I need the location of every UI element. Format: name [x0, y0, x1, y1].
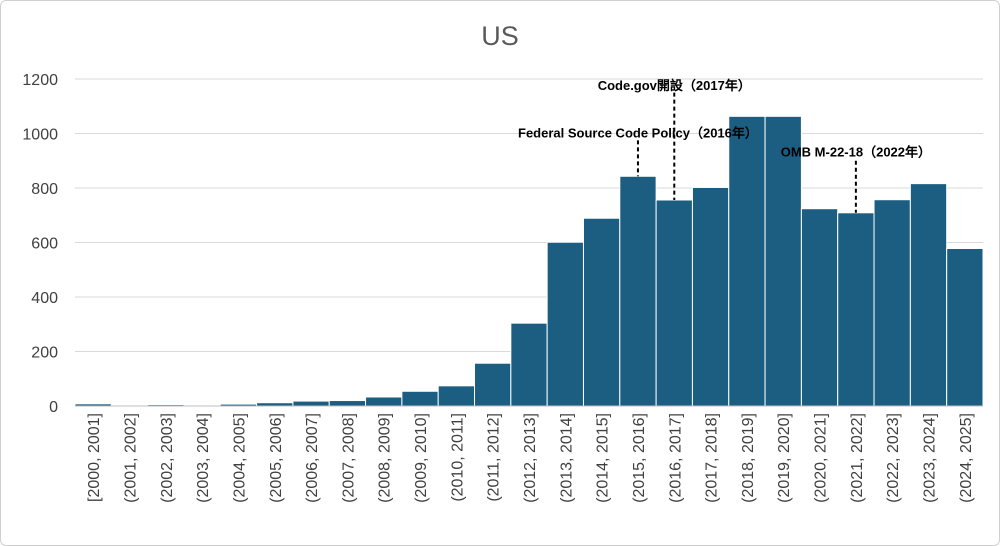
- bar: [582, 217, 621, 407]
- x-tick-label: (2021, 2022]: [849, 413, 866, 503]
- bars: [74, 115, 984, 407]
- x-tick-label: (2014, 2015]: [595, 413, 612, 503]
- x-tick-label: (2024, 2025]: [958, 413, 975, 503]
- x-tick-label: (2017, 2018]: [704, 413, 721, 503]
- annotations: Federal Source Code Policy（2016年） Code.go…: [518, 78, 931, 213]
- y-tick-label: 0: [49, 399, 58, 416]
- y-tick-label: 1000: [22, 127, 58, 144]
- x-tick-label: (2009, 2010]: [413, 413, 430, 503]
- bar: [401, 390, 439, 407]
- x-tick-label: (2022, 2023]: [885, 413, 902, 503]
- x-tick-label: (2010, 2011]: [449, 413, 466, 502]
- bar: [873, 199, 911, 407]
- bar: [474, 362, 512, 407]
- annotation-label: Federal Source Code Policy（2016年）: [518, 126, 758, 141]
- bar: [292, 400, 330, 407]
- y-tick-label: 800: [31, 181, 58, 198]
- x-tick-label: (2015, 2016]: [631, 413, 648, 503]
- chart-title: US: [481, 21, 519, 51]
- bar: [691, 186, 730, 407]
- x-tick-label: (2023, 2024]: [922, 413, 939, 503]
- x-tick-label: [2000, 2001]: [86, 413, 103, 502]
- bar: [764, 115, 802, 407]
- bar: [365, 396, 403, 407]
- x-tick-label: (2018, 2019]: [740, 413, 757, 503]
- x-tick-label: (2005, 2006]: [268, 413, 285, 503]
- x-tick-label: (2007, 2008]: [340, 413, 357, 503]
- x-tick-label: (2020, 2021]: [813, 413, 830, 503]
- y-tick-label: 1200: [22, 72, 58, 89]
- x-tick-label: (2001, 2002]: [122, 413, 139, 503]
- x-tick-label: (2011, 2012]: [486, 413, 503, 502]
- bar: [728, 115, 766, 407]
- x-axis-tick-labels: [2000, 2001] (2001, 2002] (2002, 2003] (200…: [86, 413, 975, 503]
- bar: [546, 241, 584, 407]
- x-tick-label: (2016, 2017]: [667, 413, 684, 503]
- bar: [837, 212, 875, 407]
- x-tick-label: (2004, 2005]: [231, 413, 248, 503]
- bar: [655, 199, 693, 407]
- y-tick-label: 200: [31, 345, 58, 362]
- x-tick-label: (2006, 2007]: [304, 413, 321, 503]
- x-tick-label: (2008, 2009]: [377, 413, 394, 503]
- x-tick-label: (2002, 2003]: [159, 413, 176, 503]
- annotation-label: Code.gov開設（2017年）: [598, 78, 751, 93]
- y-tick-label: 600: [31, 236, 58, 253]
- bar: [437, 385, 476, 407]
- y-tick-label: 400: [31, 290, 58, 307]
- y-axis-tick-labels: 0 200 400 600 800 1000 1200: [22, 72, 58, 416]
- bar: [619, 175, 657, 407]
- bar: [510, 322, 548, 407]
- bar: [909, 183, 948, 407]
- x-tick-label: (2013, 2014]: [558, 413, 575, 503]
- bar: [946, 247, 984, 407]
- annotation-label: OMB M-22-18（2022年）: [781, 145, 931, 160]
- bar: [800, 208, 839, 407]
- bar: [328, 400, 367, 407]
- x-tick-label: (2019, 2020]: [776, 413, 793, 503]
- x-tick-label: (2012, 2013]: [522, 413, 539, 503]
- x-tick-label: (2003, 2004]: [195, 413, 212, 503]
